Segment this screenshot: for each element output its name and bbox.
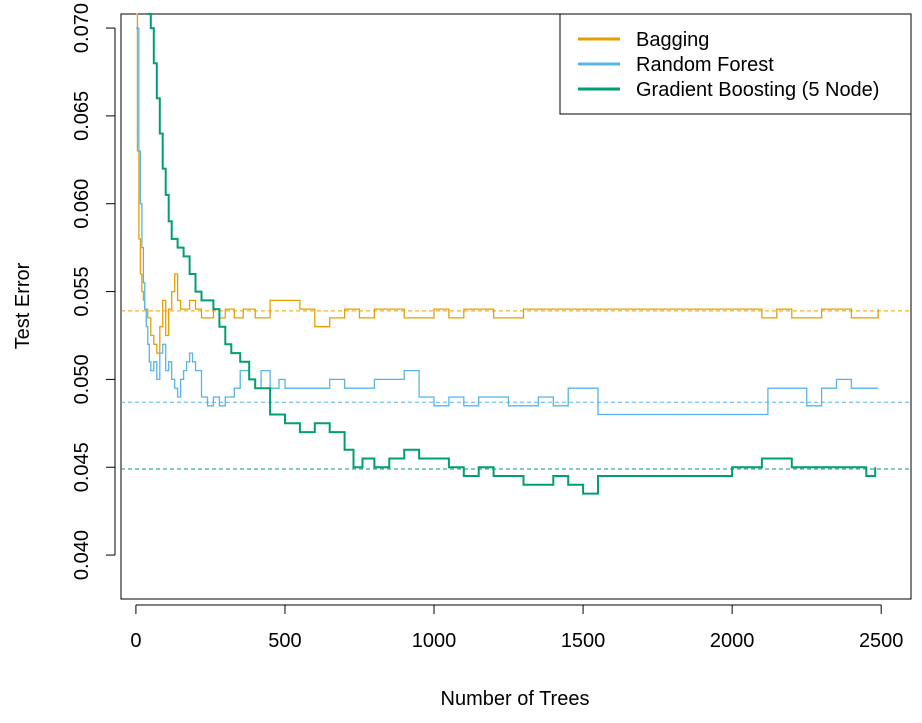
legend: Bagging Random Forest Gradient Boosting (5… <box>559 13 912 115</box>
x-tick-label: 500 <box>268 630 301 652</box>
x-tick-label: 2500 <box>859 630 904 652</box>
y-tick-label: 0.045 <box>71 442 93 492</box>
y-axis-title: Test Error <box>12 262 34 349</box>
y-tick-label: 0.050 <box>71 354 93 404</box>
y-tick-label: 0.040 <box>71 530 93 580</box>
legend-label: Random Forest <box>636 54 774 76</box>
y-tick-label: 0.065 <box>71 91 93 141</box>
plot-frame <box>120 13 912 600</box>
x-axis: 0 500 1000 1500 2000 2500 <box>130 604 904 652</box>
x-tick-label: 1000 <box>412 630 457 652</box>
x-tick-label: 1500 <box>561 630 606 652</box>
series-lines <box>135 13 879 495</box>
y-tick-label: 0.070 <box>71 3 93 53</box>
x-tick-label: 0 <box>130 630 141 652</box>
x-axis-title: Number of Trees <box>441 688 590 710</box>
y-tick-label: 0.060 <box>71 179 93 229</box>
legend-label: Bagging <box>636 29 709 51</box>
series-line <box>135 13 879 354</box>
legend-label: Gradient Boosting (5 Node) <box>636 79 879 101</box>
y-tick-label: 0.055 <box>71 267 93 317</box>
reference-lines <box>121 310 911 470</box>
x-tick-label: 2000 <box>710 630 755 652</box>
y-axis: 0.040 0.045 0.050 0.055 0.060 0.065 0.070 <box>71 3 116 580</box>
series-line <box>147 13 877 495</box>
